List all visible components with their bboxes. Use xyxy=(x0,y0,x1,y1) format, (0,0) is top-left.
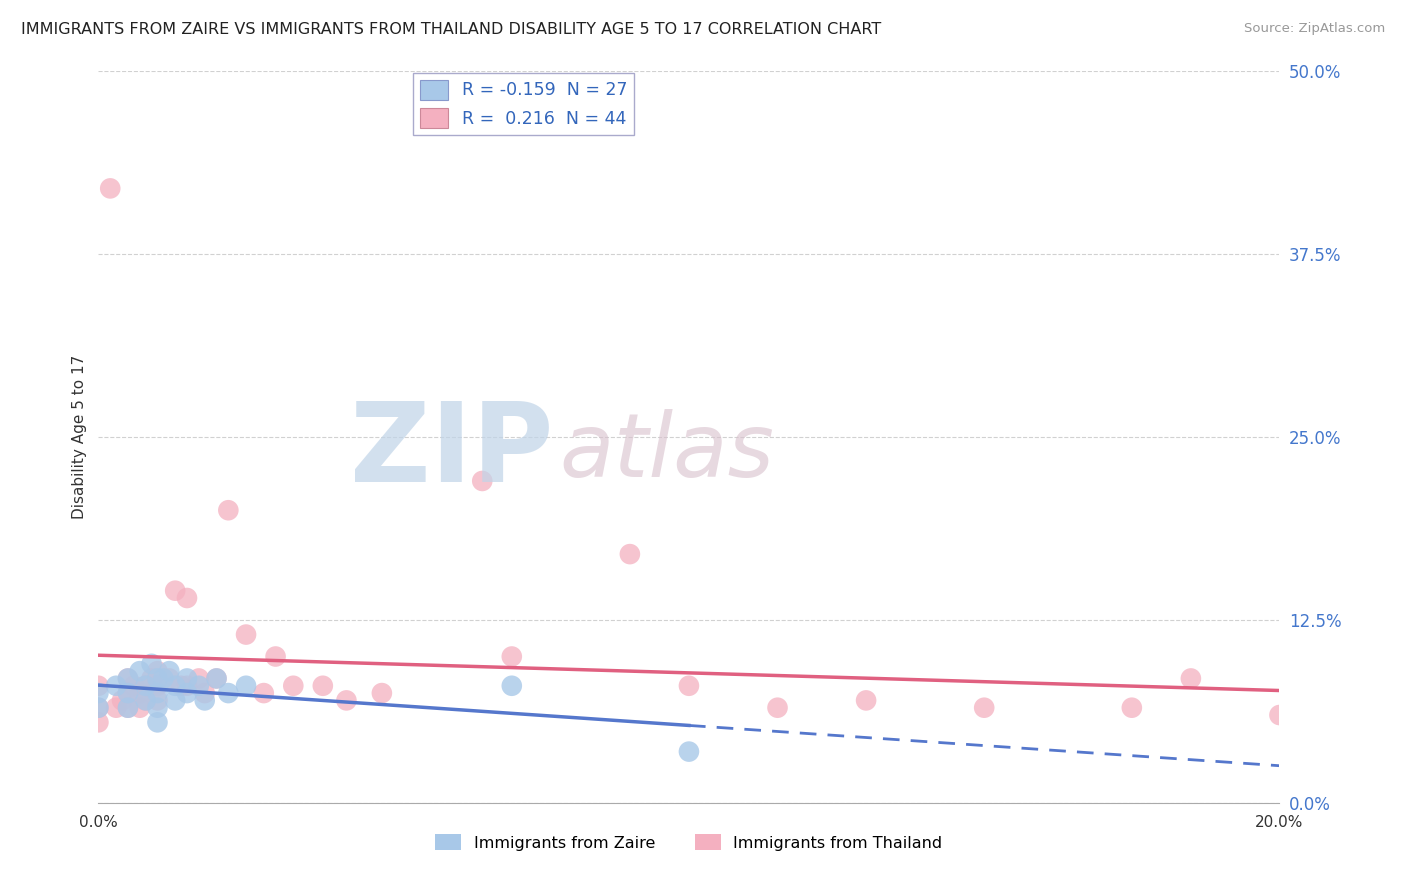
Point xyxy=(141,672,163,686)
Point xyxy=(194,686,217,700)
Text: atlas: atlas xyxy=(560,409,773,495)
Point xyxy=(105,700,128,714)
Point xyxy=(165,693,187,707)
Point xyxy=(117,700,139,714)
Point xyxy=(146,700,169,714)
Point xyxy=(135,679,157,693)
Y-axis label: Disability Age 5 to 17: Disability Age 5 to 17 xyxy=(72,355,87,519)
Point xyxy=(111,693,134,707)
Point xyxy=(217,503,239,517)
Point xyxy=(87,679,110,693)
Point xyxy=(766,700,789,714)
Point xyxy=(146,686,169,700)
Point xyxy=(157,672,180,686)
Point xyxy=(87,686,110,700)
Point xyxy=(152,672,174,686)
Point xyxy=(135,679,157,693)
Text: Source: ZipAtlas.com: Source: ZipAtlas.com xyxy=(1244,22,1385,36)
Point xyxy=(187,679,209,693)
Point xyxy=(1121,700,1143,714)
Point xyxy=(146,693,169,707)
Point xyxy=(1180,672,1202,686)
Point xyxy=(128,700,150,714)
Point xyxy=(205,672,228,686)
Point xyxy=(165,679,187,693)
Point xyxy=(253,686,276,700)
Point xyxy=(117,672,139,686)
Point xyxy=(146,679,169,693)
Point xyxy=(283,679,305,693)
Point xyxy=(619,547,641,561)
Point xyxy=(176,679,198,693)
Point xyxy=(117,672,139,686)
Point xyxy=(122,679,145,693)
Point xyxy=(235,627,257,641)
Point xyxy=(501,649,523,664)
Point xyxy=(146,715,169,730)
Point xyxy=(170,679,193,693)
Point xyxy=(87,700,110,714)
Point xyxy=(87,715,110,730)
Point xyxy=(312,679,335,693)
Point xyxy=(176,591,198,605)
Point xyxy=(855,693,877,707)
Point xyxy=(105,679,128,693)
Point xyxy=(217,686,239,700)
Point xyxy=(117,686,139,700)
Point xyxy=(501,679,523,693)
Point xyxy=(128,664,150,678)
Point xyxy=(87,700,110,714)
Point xyxy=(135,693,157,707)
Point xyxy=(146,664,169,678)
Point xyxy=(235,679,257,693)
Point xyxy=(117,686,139,700)
Text: ZIP: ZIP xyxy=(350,398,553,505)
Point xyxy=(264,649,287,664)
Point xyxy=(678,679,700,693)
Point xyxy=(973,700,995,714)
Point xyxy=(1268,708,1291,723)
Point xyxy=(176,672,198,686)
Point xyxy=(135,693,157,707)
Point xyxy=(335,693,357,707)
Point xyxy=(157,664,180,678)
Legend: Immigrants from Zaire, Immigrants from Thailand: Immigrants from Zaire, Immigrants from T… xyxy=(429,828,949,857)
Point xyxy=(141,657,163,671)
Point xyxy=(678,745,700,759)
Point xyxy=(187,672,209,686)
Point xyxy=(176,686,198,700)
Point xyxy=(165,583,187,598)
Point xyxy=(471,474,494,488)
Point xyxy=(98,181,121,195)
Point xyxy=(205,672,228,686)
Point xyxy=(128,686,150,700)
Point xyxy=(146,672,169,686)
Point xyxy=(194,693,217,707)
Point xyxy=(117,700,139,714)
Point xyxy=(371,686,394,700)
Text: IMMIGRANTS FROM ZAIRE VS IMMIGRANTS FROM THAILAND DISABILITY AGE 5 TO 17 CORRELA: IMMIGRANTS FROM ZAIRE VS IMMIGRANTS FROM… xyxy=(21,22,882,37)
